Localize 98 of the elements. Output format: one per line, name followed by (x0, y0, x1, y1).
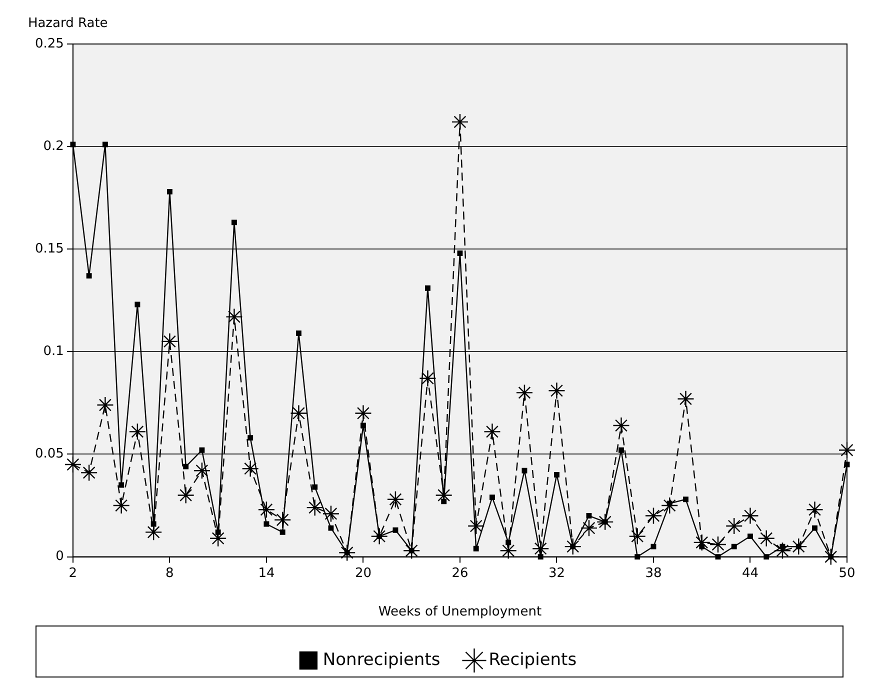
point (838, 442, 856, 459)
point (312, 484, 318, 490)
point (112, 496, 130, 514)
point (522, 468, 528, 474)
point (618, 447, 624, 453)
point (376, 534, 382, 540)
point (344, 550, 350, 556)
point (748, 534, 753, 540)
point (580, 519, 598, 537)
x-tick-label: 32 (548, 566, 566, 581)
point (258, 501, 276, 518)
point (628, 528, 646, 545)
point (554, 472, 560, 478)
y-tick-label: 0 (56, 549, 64, 564)
point (774, 542, 792, 560)
point (102, 142, 108, 148)
point (699, 544, 705, 550)
x-axis-title: Weeks of Unemployment (378, 604, 542, 620)
point (150, 521, 156, 527)
point (161, 332, 178, 350)
point (193, 462, 211, 480)
point (806, 501, 824, 518)
legend-label: Nonrecipients (322, 650, 440, 670)
point (661, 496, 678, 514)
point (306, 498, 324, 516)
point (328, 525, 334, 531)
point (226, 308, 243, 326)
y-tick-label: 0.2 (43, 138, 64, 154)
x-tick-label: 8 (166, 566, 174, 581)
point (64, 456, 82, 474)
point (386, 490, 404, 508)
y-tick-label: 0.05 (34, 446, 64, 462)
x-tick-label: 2 (68, 566, 78, 581)
point (264, 521, 270, 527)
x-tick-label: 44 (742, 566, 759, 581)
point (322, 505, 340, 522)
point (166, 188, 172, 194)
point (370, 528, 388, 545)
point (693, 534, 710, 552)
point (451, 113, 469, 131)
point (280, 529, 286, 535)
point (812, 525, 818, 531)
point (392, 527, 398, 533)
point (650, 544, 656, 550)
point (296, 330, 302, 336)
point (96, 396, 114, 414)
point (602, 519, 608, 525)
point (242, 460, 259, 478)
point (118, 482, 124, 488)
point (709, 536, 727, 554)
x-tick-label: 20 (354, 566, 372, 581)
y-axis-title: Hazard Rate (28, 16, 108, 31)
x-tick-label: 38 (645, 566, 662, 581)
point (677, 390, 694, 408)
point (780, 544, 786, 550)
point (731, 544, 737, 550)
point (758, 530, 775, 547)
point (484, 423, 501, 440)
point (128, 423, 146, 440)
point (612, 416, 630, 434)
point (338, 544, 356, 562)
point (274, 511, 292, 528)
y-tick-label: 0.1 (43, 344, 64, 360)
point (231, 220, 237, 226)
point (506, 540, 512, 546)
point (80, 464, 98, 482)
point (419, 370, 436, 387)
x-tick-label: 26 (452, 566, 468, 581)
point (425, 285, 430, 291)
point (290, 404, 308, 422)
point (468, 517, 485, 535)
point (516, 384, 534, 402)
point (177, 486, 194, 504)
point (548, 382, 566, 400)
point (86, 273, 92, 279)
point (586, 513, 592, 518)
point (742, 507, 759, 524)
point (199, 447, 205, 453)
point (644, 507, 662, 524)
legend-label: Recipients (488, 650, 577, 670)
point (726, 517, 743, 535)
point (490, 494, 495, 500)
point (360, 422, 366, 428)
point (354, 404, 372, 422)
x-tick-label: 50 (838, 566, 856, 581)
point (441, 498, 447, 504)
y-tick-label: 0.15 (34, 241, 64, 256)
point (134, 302, 140, 308)
point (666, 500, 672, 506)
point (248, 435, 254, 441)
point (683, 496, 688, 502)
y-tick-label: 0.25 (34, 36, 64, 52)
point (183, 464, 189, 470)
point (457, 250, 463, 256)
point (473, 546, 479, 552)
x-tick-label: 14 (258, 566, 275, 581)
point (215, 529, 221, 535)
point (596, 513, 614, 531)
